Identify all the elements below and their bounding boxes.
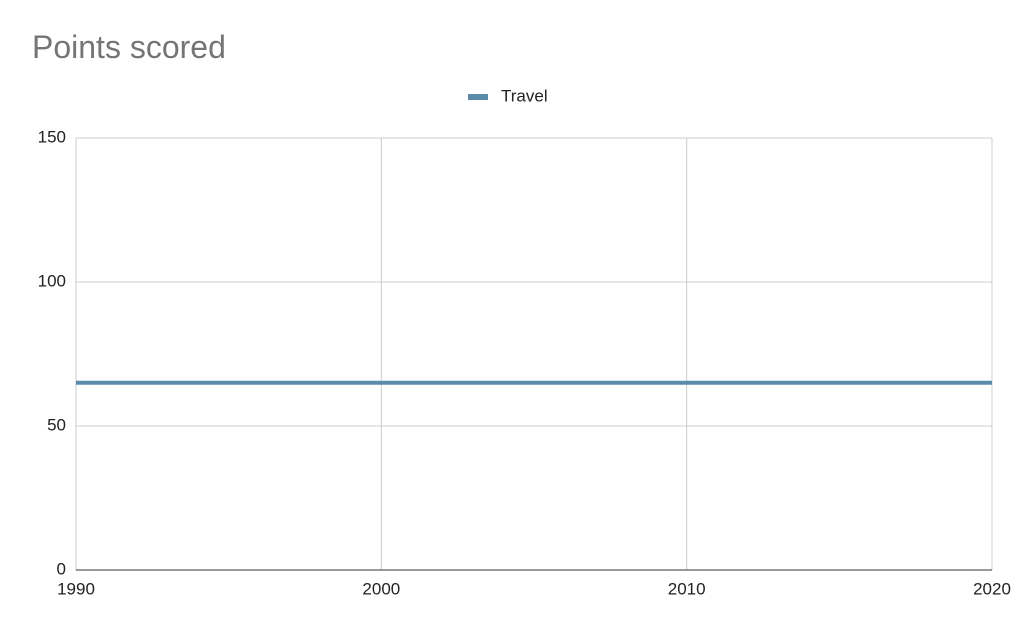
x-tick-label: 2020: [973, 579, 1011, 598]
chart-title: Points scored: [32, 29, 226, 65]
y-tick-label: 100: [38, 271, 66, 290]
x-tick-label: 2000: [362, 579, 400, 598]
y-tick-label: 0: [57, 559, 66, 578]
x-tick-label: 2010: [668, 579, 706, 598]
y-tick-label: 150: [38, 127, 66, 146]
legend-swatch: [468, 94, 488, 100]
legend-label: Travel: [501, 86, 548, 105]
y-tick-label: 50: [47, 415, 66, 434]
x-tick-label: 1990: [57, 579, 95, 598]
